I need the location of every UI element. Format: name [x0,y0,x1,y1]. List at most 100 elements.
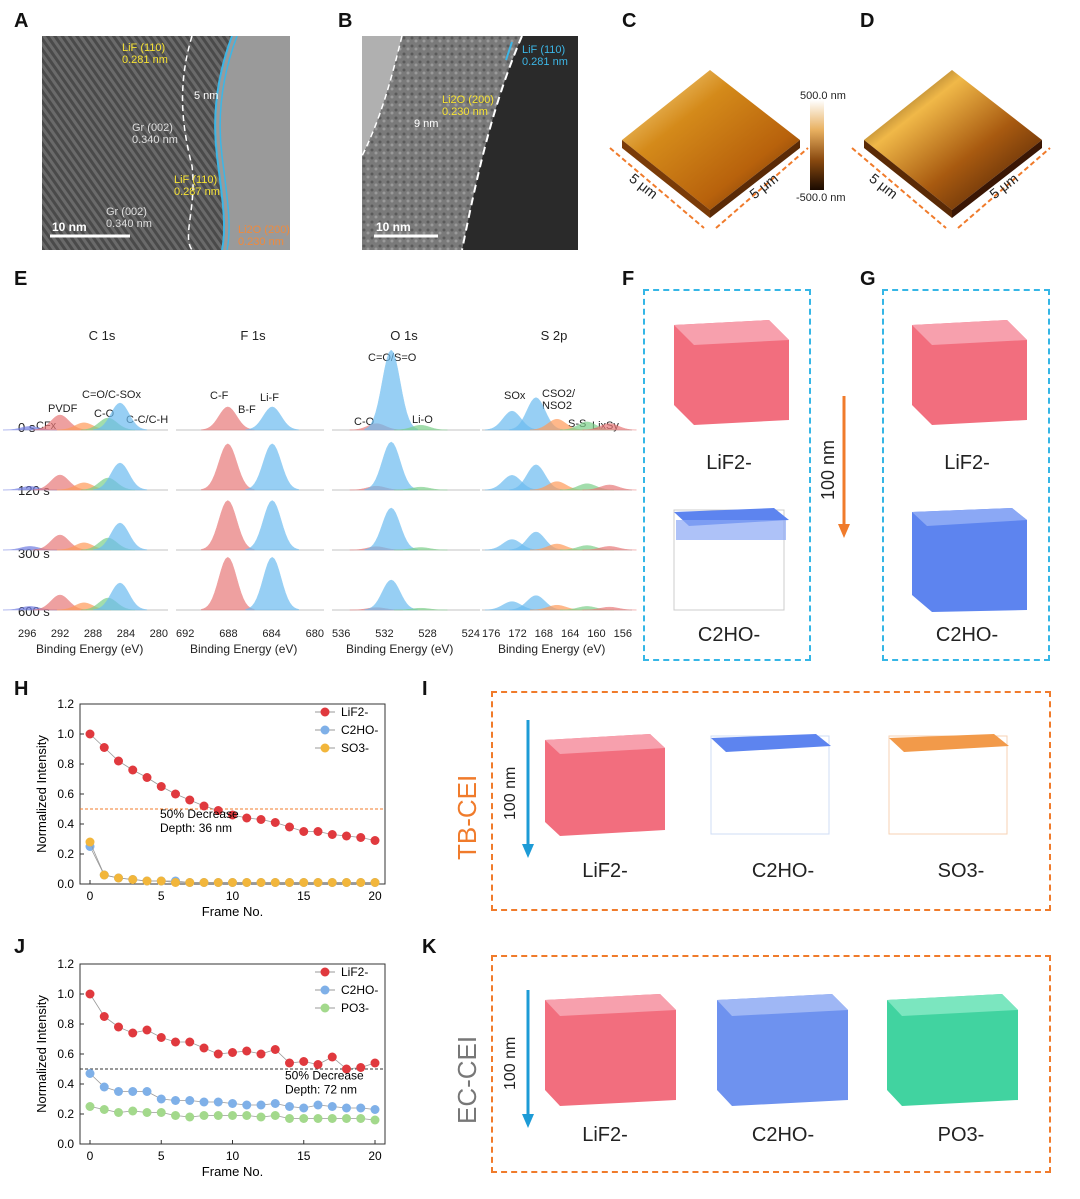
xps-peak [200,406,255,431]
data-point [342,1114,351,1123]
xps-peak [92,582,148,611]
data-point [213,878,223,887]
xps-peak [582,546,637,551]
data-point [285,822,294,832]
data-point [85,837,95,847]
data-point [342,1064,351,1074]
data-point [156,782,166,791]
panel-label-h: H [14,678,29,700]
x-tick-label: 20 [368,889,382,903]
data-point [142,1087,152,1096]
depth-label-k: 100 nm [502,1036,519,1090]
data-point [213,1097,223,1107]
afm-colorbar [810,100,824,190]
li2o-label-a: Li2O (200) [238,224,290,236]
li2o-d-b: 0.230 nm [442,106,488,118]
legend-label: LiF2- [341,965,368,979]
panel-label-c: C [622,10,637,32]
data-point [370,1115,380,1125]
data-point [370,1105,380,1114]
data-point [228,878,237,887]
data-point [99,1105,109,1114]
y-tick-label: 0.0 [57,877,74,891]
f1s-tick: 692 [176,628,195,640]
tem-texture-a [42,36,290,250]
xps-peak [393,547,448,551]
annotation-text: Depth: 72 nm [285,1083,357,1097]
label-lif: Li-F [260,392,279,404]
scale-bar-label-b: 10 nm [376,220,411,234]
depth-arrow-fg [838,396,850,538]
panel-i-frame [491,691,1051,911]
data-point [270,1111,280,1120]
depth-arrow-i [522,720,534,858]
legend-marker [320,985,330,995]
data-point [327,830,337,839]
lif2-label-a: LiF (110) [174,174,218,186]
data-point [185,795,195,805]
lif-label-a: LiF (110) [122,42,166,54]
xps-xlabel-f1s: Binding Energy (eV) [190,642,298,656]
label-f-c2ho: C2HO- [697,624,761,646]
data-point [270,818,280,827]
panel-label-d: D [860,10,875,32]
c1s-tick: 292 [50,628,70,640]
data-point [256,1100,266,1110]
x-tick-label: 5 [158,1149,165,1163]
label-cc: C-C/C-H [126,414,169,426]
label-f-lif: LiF2- [706,452,752,474]
data-point [156,1033,166,1042]
panel-f-frame [643,289,811,661]
chart-j: 0.0 0.2 0.4 0.6 0.8 1.0 1.2 0 5 10 15 20 Frame No. No… [34,957,386,1179]
data-point [342,1103,351,1113]
xps-peak [393,607,448,611]
s2p-tick: 172 [508,628,527,640]
data-point [242,1046,252,1056]
y-tick-label: 0.4 [57,817,74,831]
data-point [199,1043,209,1053]
cube-i-lif [545,734,665,836]
data-point [213,1111,223,1120]
label-i-lif: LiF2- [582,860,628,882]
data-point [356,1103,366,1113]
label-k-lif: LiF2- [582,1124,628,1146]
annotation-text: 50% Decrease [285,1069,364,1083]
y-tick-label: 0.2 [57,847,74,861]
chart-h: 0.0 0.2 0.4 0.6 0.8 1.0 1.2 0 5 10 15 20 Frame No. No… [34,697,386,919]
tem-image-a: LiF (110) 0.281 nm 5 nm Gr (002) 0.340 n… [42,36,290,250]
data-point [356,833,366,842]
legend-marker [320,707,330,717]
data-point [114,873,123,883]
data-point [242,878,252,887]
data-point [356,1063,366,1072]
data-point [85,1102,95,1111]
data-point [213,1049,223,1059]
data-point [285,1102,294,1111]
legend-marker [320,743,330,753]
y-tick-label: 1.0 [57,987,74,1001]
panel-label-b: B [338,10,353,32]
label-k-po3: PO3- [937,1124,985,1146]
label-bf: B-F [238,404,256,416]
gr2-label-a: Gr (002) [106,206,147,218]
f1s-tick: 680 [305,628,324,640]
depth-label-i: 100 nm [502,766,519,820]
tem-image-b: LiF (110) 0.281 nm Li2O (200) 0.230 nm 9… [362,36,578,250]
data-point [370,1058,380,1068]
y-tick-label: 0.2 [57,1107,74,1121]
data-point [199,801,209,811]
colorbar-bottom-label: -500.0 nm [796,192,846,204]
s2p-tick: 176 [482,628,501,640]
legend-marker [320,725,330,735]
f1s-ticks: 692 688 684 680 [176,628,324,640]
ec-cei-label: EC-CEI [452,1035,482,1124]
data-point [171,1111,180,1120]
data-point [313,1114,323,1123]
y-tick-label: 0.6 [57,1047,74,1061]
x-tick-label: 10 [226,1149,240,1163]
data-point [99,1082,109,1092]
annotation-text: 50% Decrease [160,807,239,821]
cube-i-so3 [888,734,1009,835]
data-point [85,729,95,739]
data-point [356,878,366,887]
